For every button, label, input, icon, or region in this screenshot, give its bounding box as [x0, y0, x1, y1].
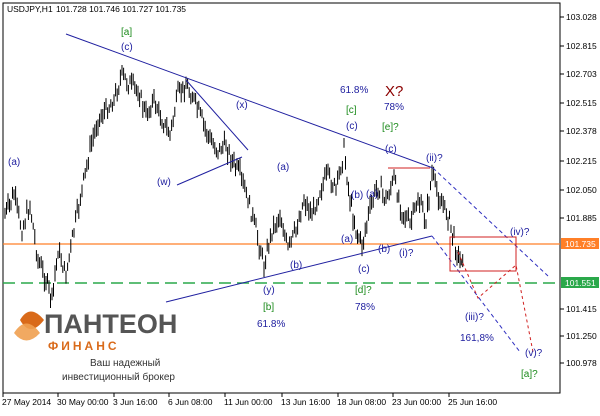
- wave-label: (c): [346, 121, 358, 132]
- target-path: [457, 251, 534, 353]
- current-price-badge: [561, 238, 599, 249]
- wave-label: (c): [121, 42, 133, 53]
- price-series: [4, 65, 464, 308]
- y-tick-label: 102.515: [566, 98, 597, 108]
- x-tick-label: 27 May 2014: [2, 397, 51, 407]
- y-tick-label: 103.028: [566, 12, 597, 22]
- wave-label: 78%: [384, 102, 404, 113]
- y-tick-label: 102.050: [566, 185, 597, 195]
- wave-label: (a): [366, 189, 378, 200]
- wave-label-green: [a]?: [521, 369, 538, 380]
- y-tick-label: 101.415: [566, 304, 597, 314]
- channel-line-a: [185, 79, 249, 151]
- x-tick-label: 25 Jun 16:00: [448, 397, 497, 407]
- lower-trendline-projection: [431, 235, 521, 353]
- x-tick-label: 30 May 00:00: [57, 397, 109, 407]
- current-price-text: 101.735: [565, 239, 596, 249]
- channel-line-b: [176, 156, 243, 186]
- y-tick-label: 102.215: [566, 156, 597, 166]
- wave-label: 78%: [355, 302, 375, 313]
- wave-label: 61.8%: [257, 319, 285, 330]
- wave-label: (y): [263, 285, 275, 296]
- wave-label: (c): [385, 144, 397, 155]
- logo-sub: ФИНАНС: [48, 339, 120, 353]
- wave-label: (c): [358, 264, 370, 275]
- wave-label-green: [e]?: [382, 122, 399, 133]
- wave-label: (a): [341, 234, 353, 245]
- wave-label: (a): [8, 157, 20, 168]
- y-tick-label: 101.885: [566, 213, 597, 223]
- x-tick-label: 18 Jun 08:00: [337, 397, 386, 407]
- plot-area[interactable]: [2, 2, 561, 394]
- y-tick-label: 100.978: [566, 358, 597, 368]
- logo-tagline-2: инвестиционный брокер: [62, 371, 175, 383]
- logo-name: ПАНТЕОН: [44, 309, 177, 339]
- broker-logo: ПАНТЕОН ФИНАНС Ваш надежный инвестиционн…: [14, 309, 177, 383]
- upper-trendline: [65, 33, 434, 169]
- y-tick-label: 101.250: [566, 331, 597, 341]
- x-tick-label: 6 Jun 08:00: [168, 397, 213, 407]
- wave-label: (v)?: [525, 348, 543, 359]
- wave-label-red: X?: [385, 83, 403, 100]
- x-tick-label: 11 Jun 00:00: [224, 397, 273, 407]
- x-axis: 27 May 2014 30 May 00:00 3 Jun 16:00 6 Jun …: [2, 393, 497, 407]
- wave-label: (x): [236, 100, 248, 111]
- wave-label-green: [d]?: [355, 285, 372, 296]
- wave-label-green: [b]: [263, 302, 274, 313]
- lower-trendline: [165, 235, 433, 303]
- x-tick-label: 23 Jun 00:00: [392, 397, 441, 407]
- wave-label: 161,8%: [460, 333, 494, 344]
- support-price-text: 101.551: [565, 278, 596, 288]
- wave-label: (a): [277, 162, 289, 173]
- wave-label: (b): [351, 190, 363, 201]
- y-axis: 103.028 102.815 102.703 102.515 102.378 102.2…: [560, 12, 597, 368]
- x-tick-label: 13 Jun 16:00: [281, 397, 330, 407]
- wave-label-green: [a]: [121, 27, 132, 38]
- y-tick-label: 102.378: [566, 126, 597, 136]
- symbol-label: USDJPY,H1 101.728 101.746 101.727 101.735: [7, 4, 186, 14]
- wave-label: (i)?: [399, 248, 414, 259]
- y-tick-label: 102.815: [566, 41, 597, 51]
- wave-label: 61.8%: [340, 85, 368, 96]
- wave-label: (iv)?: [510, 227, 530, 238]
- logo-mark-icon: [14, 323, 40, 341]
- wave-label: (ii)?: [426, 153, 443, 164]
- wave-label: (b): [290, 260, 302, 271]
- upper-trendline-projection: [432, 167, 549, 277]
- x-tick-label: 3 Jun 16:00: [113, 397, 158, 407]
- wave-label-green: [c]: [346, 105, 357, 116]
- wave-label: (iii)?: [465, 312, 484, 323]
- wave-label: (w): [157, 177, 171, 188]
- support-price-badge: [561, 277, 599, 288]
- logo-tagline-1: Ваш надежный: [90, 358, 160, 369]
- wave-label: (b): [378, 244, 390, 255]
- target-box: [449, 236, 517, 272]
- y-tick-label: 102.703: [566, 69, 597, 79]
